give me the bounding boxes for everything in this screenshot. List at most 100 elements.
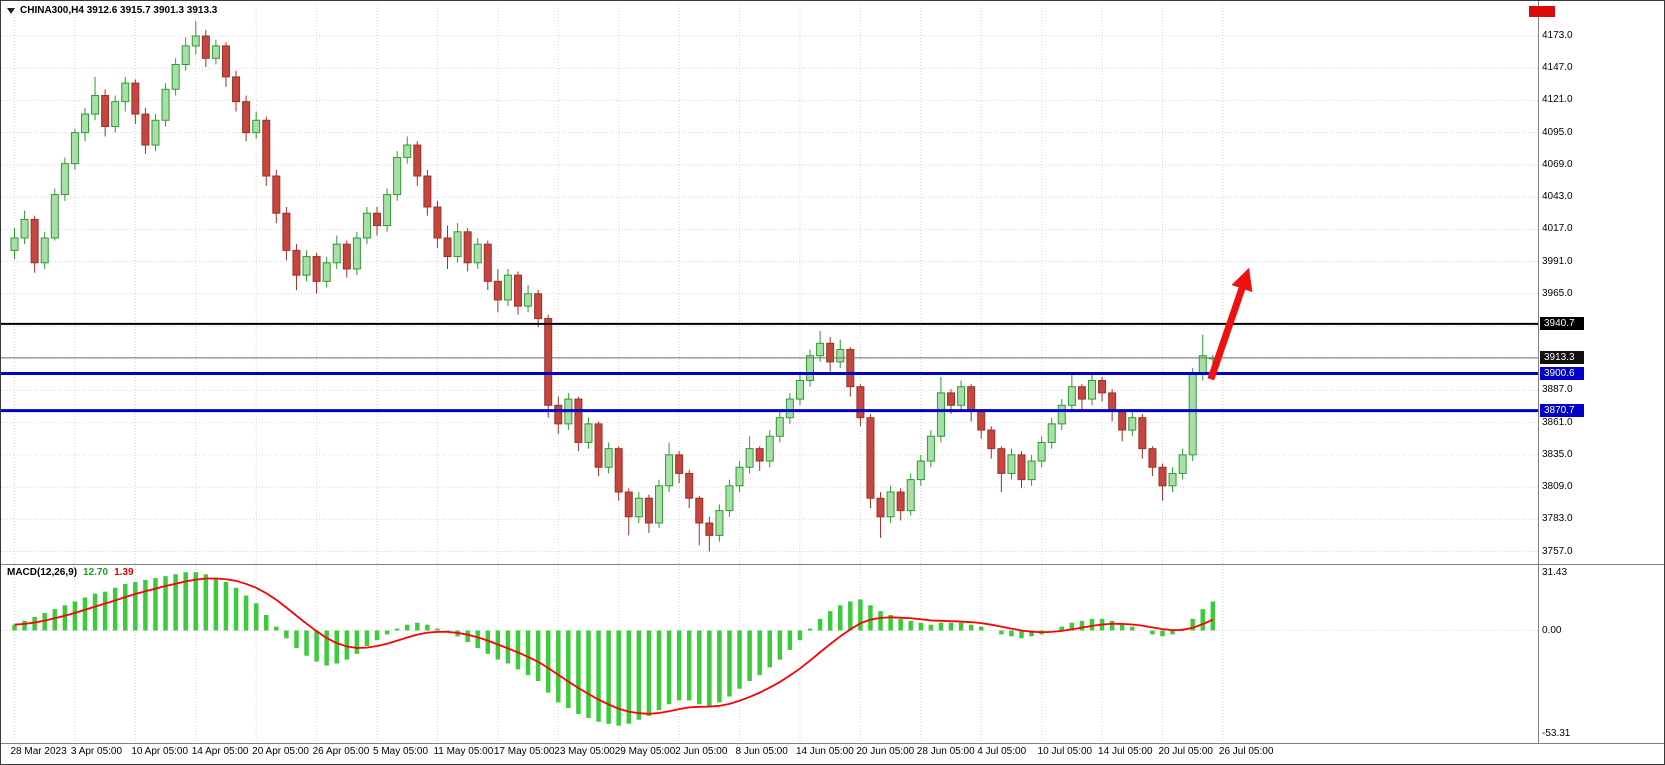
candle-body xyxy=(282,212,291,251)
candle-body xyxy=(413,144,422,177)
candle-body xyxy=(232,76,241,103)
candle-body xyxy=(654,485,663,524)
candle-body xyxy=(383,194,392,227)
candle-body xyxy=(685,472,694,499)
price-axis-tick: 4017.0 xyxy=(1542,223,1573,235)
candle-body xyxy=(30,218,39,264)
candle-body xyxy=(1188,373,1197,456)
candle-body xyxy=(70,132,79,165)
candle-body xyxy=(483,243,492,282)
price-axis-tick: 3757.0 xyxy=(1542,545,1573,557)
candle-body xyxy=(916,460,925,481)
candle-body xyxy=(443,237,452,258)
candle-body xyxy=(201,35,210,59)
candle-body xyxy=(352,237,361,270)
candle-body xyxy=(735,466,744,487)
macd-main-value: 12.70 xyxy=(83,567,109,578)
candle-body xyxy=(514,274,522,307)
candle-body xyxy=(856,386,865,419)
time-axis-label: 17 May 05:00 xyxy=(493,746,555,757)
time-axis-label: 20 Jun 05:00 xyxy=(856,746,915,757)
price-axis-tick: 4147.0 xyxy=(1542,62,1573,74)
candle-body xyxy=(262,119,271,177)
time-axis-label: 8 Jun 05:00 xyxy=(735,746,788,757)
price-axis-tick: 4173.0 xyxy=(1542,30,1573,41)
macd-signal-line xyxy=(14,577,1214,715)
candle-body xyxy=(1198,355,1207,375)
price-level-tag: 3913.3 xyxy=(1540,350,1584,364)
candle-body xyxy=(403,144,412,158)
candle-body xyxy=(433,206,442,239)
candle-body xyxy=(614,448,623,493)
candle-body xyxy=(1007,454,1016,474)
time-axis-label: 14 Apr 05:00 xyxy=(191,746,249,757)
candle-body xyxy=(1158,466,1167,487)
candle-body xyxy=(101,94,110,127)
candle-body xyxy=(906,479,915,512)
candle-body xyxy=(785,398,794,419)
price-axis-tick: 4069.0 xyxy=(1542,158,1573,170)
time-axis-label: 11 May 05:00 xyxy=(433,746,494,757)
symbol-dropdown-icon[interactable] xyxy=(7,7,15,14)
top-right-red-marker xyxy=(1529,6,1555,17)
candle-body xyxy=(322,262,331,282)
candle-body xyxy=(926,435,935,462)
candle-body xyxy=(453,231,462,258)
candle-body xyxy=(1148,448,1157,468)
price-axis-tick: 3783.0 xyxy=(1542,513,1573,525)
candle-body xyxy=(1168,472,1177,487)
macd-axis-tick: -53.31 xyxy=(1542,728,1571,739)
candle-body xyxy=(50,194,59,239)
candle-body xyxy=(1027,460,1036,481)
candle-body xyxy=(866,417,875,499)
macd-axis-tick: 0.00 xyxy=(1542,624,1562,636)
candle-body xyxy=(554,404,563,425)
price-axis-tick: 3991.0 xyxy=(1542,255,1573,267)
candle-body xyxy=(91,94,100,115)
candle-body xyxy=(1098,379,1107,394)
candle-body xyxy=(111,101,120,127)
candle-body xyxy=(221,45,230,78)
candle-body xyxy=(252,119,261,134)
candle-body xyxy=(1118,410,1127,431)
symbol-info-bar[interactable]: CHINA300,H4 3912.6 3915.7 3901.3 3913.3 xyxy=(7,5,217,16)
candle-body xyxy=(1037,441,1046,462)
candle-body xyxy=(584,423,593,443)
candle-body xyxy=(957,386,966,406)
candle-body xyxy=(594,423,603,468)
candle-body xyxy=(1067,386,1076,406)
candle-body xyxy=(60,163,69,196)
macd-indicator-label: MACD(12,26,9) 12.70 1.39 xyxy=(7,567,134,578)
price-axis-tick: 3809.0 xyxy=(1542,481,1573,493)
candle-body xyxy=(544,318,553,406)
candle-body xyxy=(715,510,724,536)
candle-body xyxy=(242,101,251,134)
candle-body xyxy=(1017,454,1026,481)
candle-body xyxy=(80,113,89,134)
price-axis-tick: 4043.0 xyxy=(1542,191,1573,203)
candle-body xyxy=(765,435,774,462)
candle-body xyxy=(624,491,633,518)
time-axis-label: 10 Jul 05:00 xyxy=(1037,746,1093,757)
candle-body xyxy=(332,243,341,264)
candle-body xyxy=(534,293,543,320)
candle-body xyxy=(695,497,704,524)
candle-body xyxy=(161,88,170,121)
time-axis-label: 29 May 05:00 xyxy=(614,746,676,757)
time-axis-label: 4 Jul 05:00 xyxy=(977,746,1027,757)
candle-body xyxy=(362,212,371,239)
candle-body xyxy=(755,448,764,462)
time-axis-label: 14 Jun 05:00 xyxy=(795,746,854,757)
candle-body xyxy=(141,113,150,146)
candle-body xyxy=(121,82,130,103)
candle-body xyxy=(312,256,321,282)
candle-body xyxy=(725,485,734,512)
candle-body xyxy=(1077,386,1086,400)
candle-body xyxy=(846,349,855,388)
candle-body xyxy=(806,355,815,381)
candle-body xyxy=(1138,417,1147,450)
candle-body xyxy=(775,417,784,437)
candle-body xyxy=(967,386,976,412)
candle-body xyxy=(997,448,1006,474)
